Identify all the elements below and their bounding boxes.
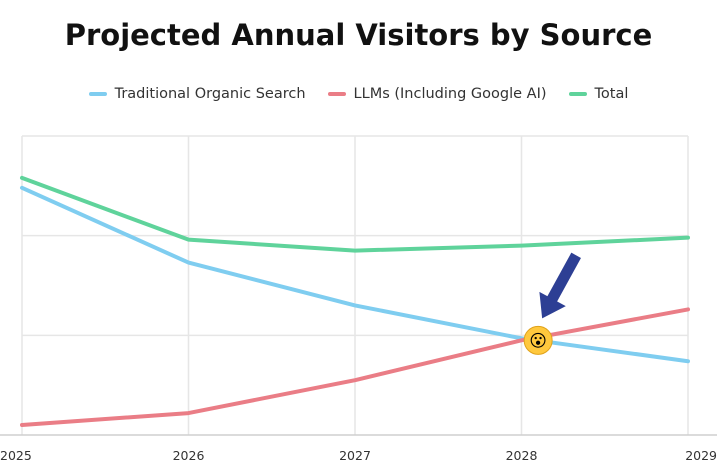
- legend-item-organic: Traditional Organic Search: [88, 86, 306, 102]
- x-tick-label: 2029: [685, 448, 717, 463]
- legend-label-organic: Traditional Organic Search: [114, 86, 306, 102]
- legend: Traditional Organic Search LLMs (Includi…: [0, 86, 717, 102]
- x-tick-label: 2027: [339, 448, 371, 463]
- x-tick-label: 2026: [173, 448, 205, 463]
- emoji-glyph: 😮: [529, 331, 547, 351]
- annotation-arrow-shaft: [543, 252, 581, 309]
- legend-swatch-organic: [88, 92, 107, 96]
- series-line-0: [20, 185, 690, 364]
- chart-title: Projected Annual Visitors by Source: [64, 18, 653, 52]
- legend-item-llms: LLMs (Including Google AI): [327, 86, 547, 102]
- x-tick-label: 2025: [0, 448, 32, 463]
- legend-swatch-llms: [327, 92, 346, 96]
- series-line-1: [20, 307, 690, 428]
- legend-item-total: Total: [568, 86, 629, 102]
- legend-label-total: Total: [594, 86, 629, 102]
- legend-swatch-total: [568, 92, 587, 96]
- x-tick-label: 2028: [506, 448, 538, 463]
- annotation-arrow-head: [539, 291, 566, 319]
- series-line-2: [20, 175, 690, 253]
- emoji-face: [523, 325, 553, 355]
- legend-label-llms: LLMs (Including Google AI): [353, 86, 547, 102]
